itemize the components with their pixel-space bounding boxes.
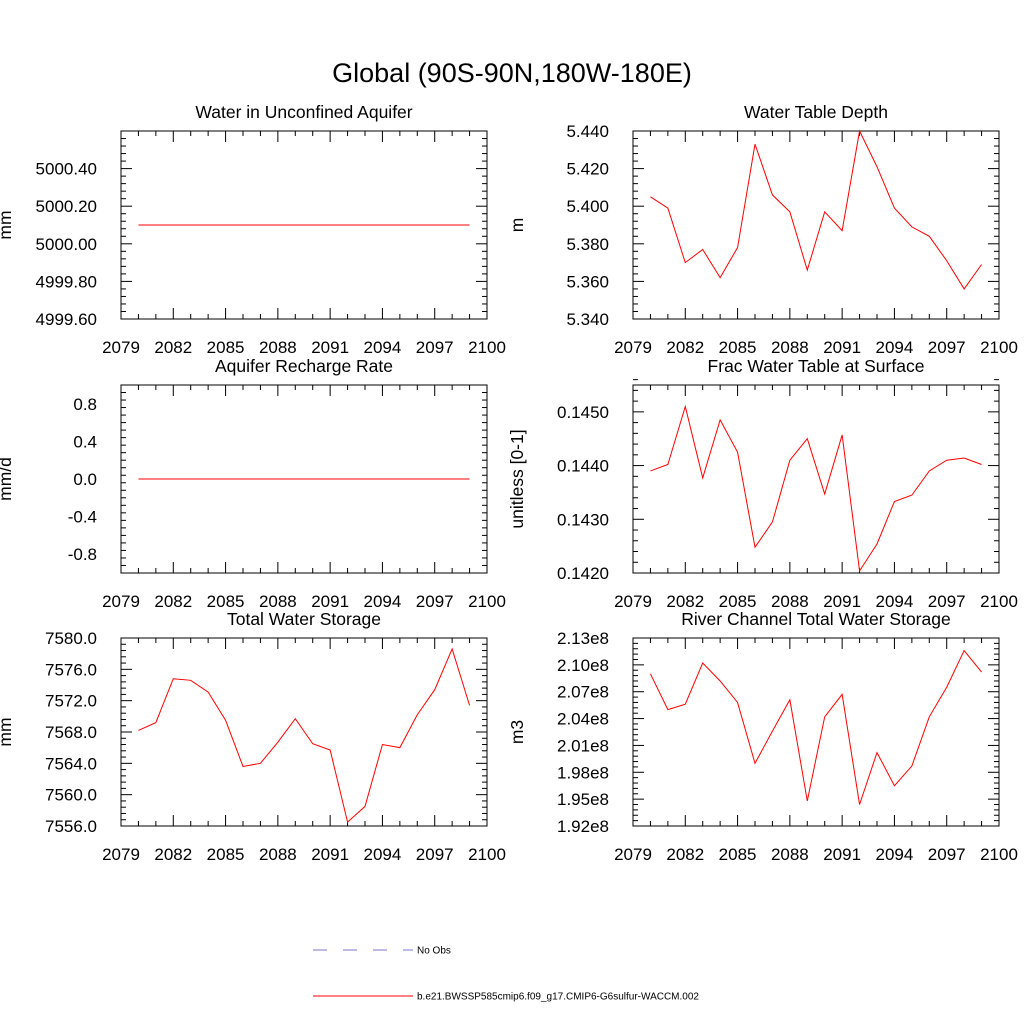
y-tick-label: 2.10e8 — [557, 656, 609, 675]
panel-title: Total Water Storage — [227, 609, 381, 629]
y-tick-label: 0.8 — [73, 395, 97, 414]
y-tick-label: 0.0 — [73, 470, 97, 489]
x-tick-label: 2082 — [154, 592, 192, 611]
y-tick-label: 0.1450 — [557, 403, 609, 422]
x-tick-label: 2088 — [259, 845, 297, 864]
y-tick-label: -0.4 — [68, 508, 97, 527]
x-tick-label: 2097 — [928, 338, 966, 357]
x-tick-label: 2091 — [823, 338, 861, 357]
y-tick-label: 5000.20 — [36, 197, 97, 216]
x-tick-label: 2091 — [311, 338, 349, 357]
x-tick-label: 2088 — [771, 845, 809, 864]
x-tick-label: 2079 — [102, 845, 140, 864]
panel-title: Water Table Depth — [744, 102, 888, 122]
x-tick-label: 2079 — [614, 845, 652, 864]
y-tick-label: 0.1420 — [557, 564, 609, 583]
y-tick-label: 1.95e8 — [557, 790, 609, 809]
y-tick-label: 2.01e8 — [557, 736, 609, 755]
y-tick-label: 5.420 — [566, 160, 609, 179]
y-tick-label: 2.04e8 — [557, 710, 609, 729]
y-axis-label: mm/d — [0, 457, 15, 501]
x-tick-label: 2079 — [102, 338, 140, 357]
y-tick-label: 5000.40 — [36, 160, 97, 179]
y-tick-label: 7556.0 — [45, 817, 97, 836]
y-axis-label: unitless [0-1] — [507, 429, 527, 528]
x-tick-label: 2094 — [364, 845, 402, 864]
x-tick-label: 2088 — [771, 338, 809, 357]
x-tick-label: 2082 — [154, 338, 192, 357]
legend-obs-label: No Obs — [417, 946, 451, 957]
y-tick-label: 2.07e8 — [557, 683, 609, 702]
x-tick-label: 2100 — [980, 592, 1018, 611]
x-tick-label: 2097 — [416, 592, 454, 611]
x-tick-label: 2100 — [468, 592, 506, 611]
y-tick-label: 7580.0 — [45, 629, 97, 648]
y-axis-label: mm — [0, 717, 15, 746]
y-tick-label: 7572.0 — [45, 692, 97, 711]
panel-title: Aquifer Recharge Rate — [215, 356, 393, 376]
y-tick-label: 7576.0 — [45, 660, 97, 679]
panel-title: Frac Water Table at Surface — [708, 356, 925, 376]
y-tick-label: 7568.0 — [45, 723, 97, 742]
y-tick-label: 7564.0 — [45, 754, 97, 773]
x-tick-label: 2085 — [719, 338, 757, 357]
y-axis-label: mm — [0, 210, 15, 239]
x-tick-label: 2082 — [154, 845, 192, 864]
y-tick-label: 1.98e8 — [557, 763, 609, 782]
y-tick-label: 0.1440 — [557, 457, 609, 476]
y-tick-label: 2.13e8 — [557, 629, 609, 648]
legend-model-label: b.e21.BWSSP585cmip6.f09_g17.CMIP6-G6sulf… — [417, 992, 699, 1003]
x-tick-label: 2094 — [876, 338, 914, 357]
y-tick-label: 0.1430 — [557, 510, 609, 529]
y-tick-label: 5.400 — [566, 197, 609, 216]
figure-title: Global (90S-90N,180W-180E) — [332, 58, 692, 88]
y-tick-label: 5.360 — [566, 272, 609, 291]
x-tick-label: 2085 — [719, 845, 757, 864]
x-tick-label: 2082 — [666, 845, 704, 864]
x-tick-label: 2091 — [311, 845, 349, 864]
y-tick-label: 5.380 — [566, 235, 609, 254]
x-tick-label: 2085 — [207, 845, 245, 864]
panel-title: River Channel Total Water Storage — [681, 609, 950, 629]
x-tick-label: 2094 — [364, 338, 402, 357]
panel-title: Water in Unconfined Aquifer — [195, 102, 412, 122]
x-tick-label: 2097 — [416, 845, 454, 864]
y-tick-label: 5000.00 — [36, 235, 97, 254]
x-tick-label: 2079 — [102, 592, 140, 611]
y-axis-label: m3 — [507, 720, 527, 744]
x-tick-label: 2088 — [259, 338, 297, 357]
y-tick-label: 1.92e8 — [557, 817, 609, 836]
x-tick-label: 2085 — [207, 338, 245, 357]
y-tick-label: -0.8 — [68, 545, 97, 564]
y-tick-label: 4999.80 — [36, 272, 97, 291]
x-tick-label: 2094 — [876, 845, 914, 864]
x-tick-label: 2097 — [928, 845, 966, 864]
x-tick-label: 2100 — [980, 338, 1018, 357]
y-tick-label: 0.4 — [73, 432, 97, 451]
x-tick-label: 2100 — [468, 338, 506, 357]
y-tick-label: 4999.60 — [36, 310, 97, 329]
x-tick-label: 2100 — [468, 845, 506, 864]
y-axis-label: m — [507, 218, 527, 233]
y-tick-label: 5.440 — [566, 122, 609, 141]
x-tick-label: 2079 — [614, 592, 652, 611]
y-tick-label: 7560.0 — [45, 786, 97, 805]
x-tick-label: 2082 — [666, 338, 704, 357]
y-tick-label: 5.340 — [566, 310, 609, 329]
x-tick-label: 2097 — [416, 338, 454, 357]
x-tick-label: 2100 — [980, 845, 1018, 864]
x-tick-label: 2091 — [823, 845, 861, 864]
x-tick-label: 2079 — [614, 338, 652, 357]
